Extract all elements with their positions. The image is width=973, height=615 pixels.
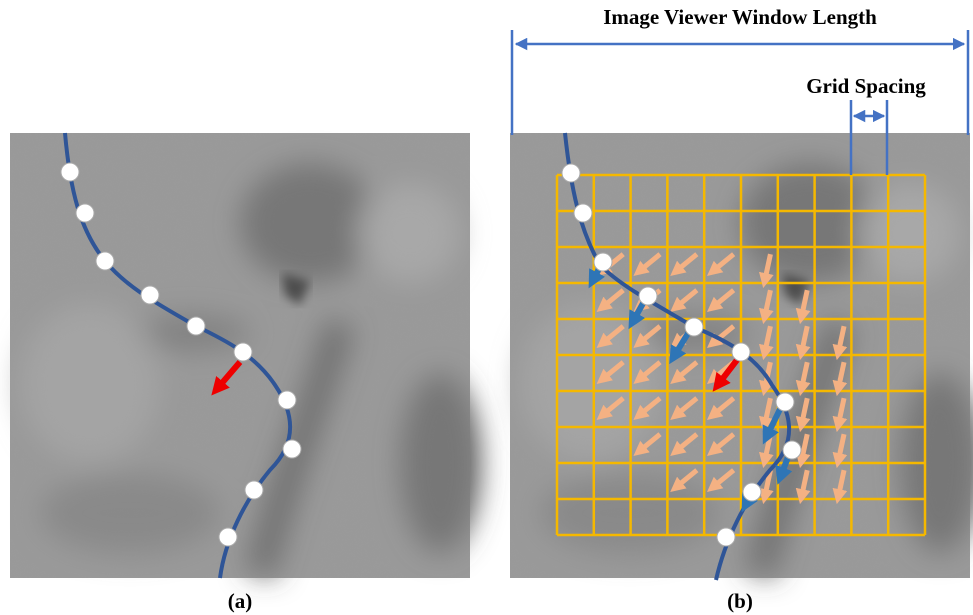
control-point [685,318,703,336]
control-point [743,483,761,501]
window-length-label: Image Viewer Window Length [603,5,877,29]
control-point [732,343,750,361]
control-point [283,440,301,458]
control-point [562,164,580,182]
control-point [776,393,794,411]
control-point [574,204,592,222]
control-point [717,528,735,546]
control-point [234,343,252,361]
grid-spacing-label: Grid Spacing [806,74,926,98]
control-point [96,252,114,270]
control-point [594,253,612,271]
control-point [245,481,263,499]
control-point [278,391,296,409]
panel-label: (b) [727,589,753,613]
control-point [783,441,801,459]
panel-label: (a) [228,589,253,613]
control-point [219,528,237,546]
control-point [61,163,79,181]
control-point [76,204,94,222]
figure: Image Viewer Window Length Grid Spacing … [0,0,973,615]
control-point [187,317,205,335]
control-point [639,287,657,305]
control-point [141,286,159,304]
